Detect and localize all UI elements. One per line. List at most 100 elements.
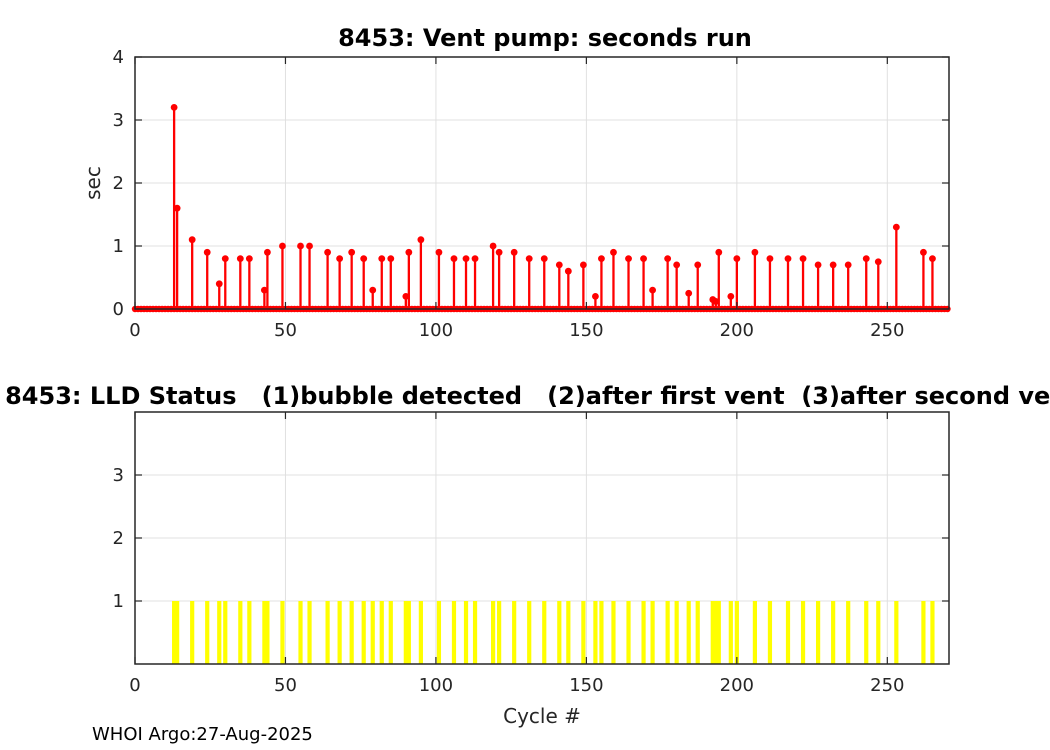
x-tick-label: 250 <box>870 320 904 341</box>
stem-marker <box>799 255 807 262</box>
stem-marker <box>279 242 286 250</box>
stem-marker <box>829 261 837 269</box>
x-tick-label: 200 <box>720 675 754 696</box>
stem-marker <box>727 293 735 300</box>
stem-marker <box>378 255 386 262</box>
x-tick-label: 50 <box>274 320 297 341</box>
status-bar <box>593 601 598 664</box>
stem-marker <box>929 255 936 262</box>
stem-marker <box>844 261 852 269</box>
status-bar <box>894 601 899 664</box>
x-tick-labels: 0 50 100 150 200 250 <box>129 675 904 696</box>
stem-marker <box>766 255 774 262</box>
status-bar <box>436 601 442 664</box>
y-tick-label: 2 <box>113 528 124 549</box>
stem-marker <box>712 298 720 305</box>
status-bar <box>831 601 836 664</box>
y-tick-label: 4 <box>113 47 124 68</box>
y-tick-label: 2 <box>113 173 124 194</box>
stem-marker <box>685 289 693 297</box>
stem-marker <box>264 248 271 256</box>
status-bar <box>785 601 791 664</box>
stem-marker <box>173 204 181 212</box>
x-tick-label: 0 <box>129 320 140 341</box>
sec-axis-label: sec <box>81 166 105 200</box>
status-bar <box>767 601 773 664</box>
stem-marker <box>417 236 425 244</box>
lld-status-title: 8453: LLD Status (1)bubble detected (2)a… <box>5 382 1050 410</box>
status-bar <box>815 601 821 664</box>
stem-marker <box>297 242 304 250</box>
stem-marker <box>306 242 313 250</box>
stem-marker <box>471 255 479 262</box>
stem-marker <box>170 104 178 111</box>
stem-marker <box>874 258 882 266</box>
stem-marker <box>664 255 672 262</box>
status-bar <box>190 601 195 664</box>
stem-marker <box>387 255 395 262</box>
status-bar <box>307 601 312 664</box>
status-bar <box>361 601 366 664</box>
status-bar <box>752 601 758 664</box>
status-bar <box>710 601 715 664</box>
x-tick-label: 50 <box>274 675 297 696</box>
status-bar <box>388 601 393 664</box>
x-tick-label: 0 <box>129 675 140 696</box>
y-tick-labels: 1 2 3 <box>113 465 124 612</box>
x-tick-label: 150 <box>569 675 603 696</box>
vent-pump-chart: 0 50 100 150 200 250 0 1 2 3 4 8453: Vent pump: s… <box>81 24 951 341</box>
y-tick-label: 1 <box>113 591 124 612</box>
status-bar <box>223 601 228 664</box>
x-tick-label: 100 <box>419 320 453 341</box>
stem-marker <box>814 261 822 269</box>
status-bar <box>650 601 655 664</box>
status-bar <box>876 601 881 664</box>
stem-marker <box>920 248 927 256</box>
stem-marker <box>402 293 410 300</box>
stem-marker <box>405 248 413 256</box>
status-bar <box>280 601 285 664</box>
stem-marker <box>203 248 211 256</box>
stem-marker <box>610 248 617 256</box>
stem-marker <box>435 248 443 256</box>
status-bar <box>406 601 411 664</box>
stem-marker <box>862 255 870 262</box>
stem-marker <box>360 255 368 262</box>
stem-marker <box>640 255 647 262</box>
status-bar <box>370 601 375 664</box>
stem-marker <box>592 293 599 300</box>
stem-marker <box>751 248 759 256</box>
footer-timestamp: WHOI Argo:27-Aug-2025 <box>92 724 313 745</box>
status-bar <box>337 601 342 664</box>
status-bar <box>238 601 243 664</box>
cycle-axis-label: Cycle # <box>503 704 581 728</box>
status-bar <box>472 601 478 664</box>
stem-marker <box>564 267 572 275</box>
lld-status-chart: 0 50 100 150 200 250 1 2 3 8453: LLD Status (1)… <box>5 382 1050 728</box>
status-bar <box>205 601 210 664</box>
stem-marker <box>555 261 563 269</box>
stem-marker <box>733 255 741 262</box>
stem-marker <box>236 255 244 262</box>
status-bar <box>728 601 733 664</box>
stem-marker <box>215 280 223 288</box>
status-bar <box>686 601 691 664</box>
stem-marker <box>260 286 268 294</box>
status-bar <box>451 601 457 664</box>
status-bar <box>930 601 935 664</box>
status-bar <box>497 601 502 664</box>
stem-marker <box>510 248 518 256</box>
y-tick-label: 1 <box>113 236 124 257</box>
stem-marker <box>525 255 533 262</box>
status-bar <box>713 601 718 664</box>
status-bar <box>846 601 851 664</box>
stem-marker <box>489 242 497 250</box>
status-bar <box>512 601 517 664</box>
stem-marker <box>348 248 356 256</box>
status-bar <box>921 601 926 664</box>
status-bar <box>665 601 670 664</box>
status-bar <box>599 601 604 664</box>
stem-marker <box>673 261 681 269</box>
stem-marker <box>540 255 548 262</box>
y-tick-label: 3 <box>113 465 124 486</box>
